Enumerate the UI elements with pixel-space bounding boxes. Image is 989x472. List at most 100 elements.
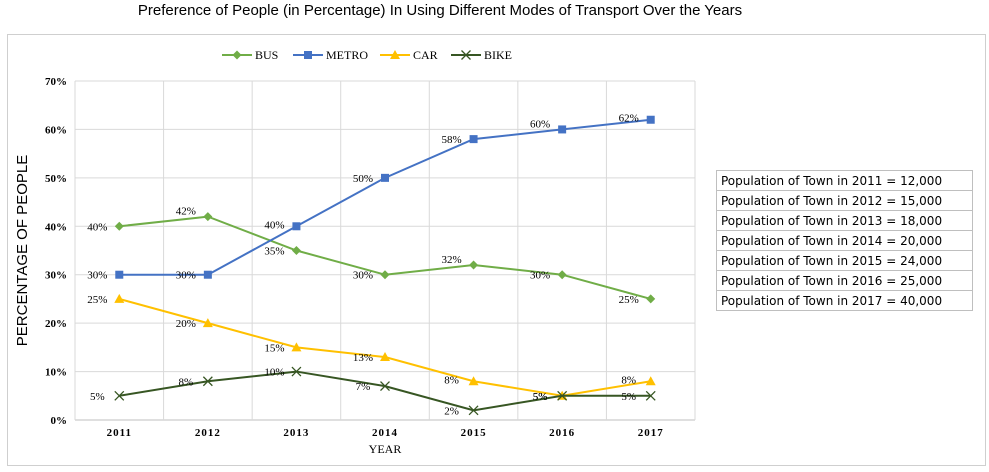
data-point-metro bbox=[558, 125, 567, 134]
series-line-bus bbox=[119, 215, 651, 300]
data-label-car: 13% bbox=[353, 352, 373, 364]
data-label-car: 25% bbox=[87, 294, 107, 306]
legend-marker bbox=[461, 50, 471, 60]
data-point-bus bbox=[557, 270, 567, 280]
data-label-bus: 30% bbox=[530, 270, 550, 282]
chart-title: Preference of People (in Percentage) In … bbox=[137, 2, 743, 19]
x-tick-label: 2013 bbox=[283, 427, 309, 439]
data-label-car: 15% bbox=[264, 342, 284, 354]
data-label-metro: 62% bbox=[619, 113, 639, 125]
data-point-car bbox=[380, 352, 390, 362]
table-row: Population of Town in 2012 = 15,000 bbox=[716, 190, 973, 211]
data-point-car bbox=[114, 293, 125, 303]
data-point-bike bbox=[380, 381, 390, 392]
data-point-bike bbox=[557, 390, 568, 401]
data-label-metro: 30% bbox=[176, 270, 196, 282]
data-point-car bbox=[645, 376, 656, 386]
y-tick-label: 40% bbox=[45, 221, 67, 233]
y-axis-title: PERCENTAGE OF PEOPLE bbox=[14, 155, 31, 346]
data-point-bus bbox=[203, 212, 213, 222]
y-tick-label: 60% bbox=[45, 124, 67, 136]
series-line-bike bbox=[119, 370, 651, 412]
data-point-metro bbox=[646, 115, 655, 124]
table-cell: Population of Town in 2014 = 20,000 bbox=[716, 230, 973, 251]
population-table: Population of Town in 2011 = 12,000 Popu… bbox=[716, 170, 973, 311]
x-tick-label: 2017 bbox=[638, 427, 664, 439]
legend-marker bbox=[390, 50, 400, 59]
data-label-bike: 5% bbox=[90, 391, 105, 403]
data-point-bike bbox=[468, 405, 479, 416]
data-label-bike: 5% bbox=[621, 391, 636, 403]
series-line-car bbox=[119, 297, 651, 397]
data-label-bike: 5% bbox=[533, 391, 548, 403]
series-line-metro bbox=[119, 118, 651, 276]
x-tick-label: 2016 bbox=[549, 427, 575, 439]
data-label-metro: 40% bbox=[264, 219, 284, 231]
data-point-metro bbox=[292, 222, 301, 231]
x-tick-label: 2011 bbox=[107, 427, 132, 439]
data-label-bus: 25% bbox=[619, 294, 639, 306]
table-cell: Population of Town in 2015 = 24,000 bbox=[716, 250, 973, 271]
data-point-car bbox=[468, 376, 479, 386]
data-label-car: 8% bbox=[444, 374, 459, 386]
table-row: Population of Town in 2013 = 18,000 bbox=[716, 210, 973, 231]
y-tick-label: 20% bbox=[45, 318, 67, 330]
y-tick-label: 10% bbox=[45, 367, 67, 379]
table-row: Population of Town in 2016 = 25,000 bbox=[716, 270, 973, 291]
data-label-bus: 35% bbox=[264, 246, 284, 258]
data-point-bus bbox=[380, 270, 390, 280]
data-point-bike bbox=[645, 390, 656, 401]
data-label-bus: 40% bbox=[87, 221, 107, 233]
x-tick-label: 2012 bbox=[195, 427, 221, 439]
chart-frame bbox=[7, 34, 986, 466]
data-point-bike bbox=[291, 366, 302, 377]
data-point-metro bbox=[115, 270, 124, 279]
data-point-car bbox=[202, 318, 213, 328]
data-label-metro: 60% bbox=[530, 118, 550, 130]
data-label-metro: 30% bbox=[87, 270, 107, 282]
table-row: Population of Town in 2011 = 12,000 bbox=[716, 170, 973, 191]
table-cell: Population of Town in 2017 = 40,000 bbox=[716, 290, 973, 311]
data-label-car: 20% bbox=[176, 318, 196, 330]
x-tick-label: 2014 bbox=[372, 427, 398, 439]
data-point-metro bbox=[469, 135, 478, 144]
data-point-car bbox=[291, 342, 302, 352]
data-point-metro bbox=[381, 173, 389, 182]
legend-label: METRO bbox=[326, 48, 368, 62]
data-point-metro bbox=[203, 270, 212, 279]
legend-label: BIKE bbox=[484, 48, 512, 62]
data-point-bus bbox=[114, 221, 124, 231]
x-tick-label: 2015 bbox=[461, 427, 487, 439]
y-tick-label: 70% bbox=[45, 76, 67, 88]
data-label-bus: 42% bbox=[176, 206, 196, 218]
data-label-car: 8% bbox=[621, 374, 636, 386]
data-point-bus bbox=[291, 246, 301, 255]
data-point-bus bbox=[469, 260, 479, 270]
data-point-bike bbox=[114, 390, 125, 401]
y-tick-label: 30% bbox=[45, 270, 67, 282]
table-row: Population of Town in 2014 = 20,000 bbox=[716, 230, 973, 251]
table-cell: Population of Town in 2011 = 12,000 bbox=[716, 170, 973, 191]
table-cell: Population of Town in 2013 = 18,000 bbox=[716, 210, 973, 231]
y-tick-label: 0% bbox=[51, 415, 68, 427]
table-row: Population of Town in 2015 = 24,000 bbox=[716, 250, 973, 271]
x-axis-title: YEAR bbox=[369, 442, 402, 456]
table-cell: Population of Town in 2016 = 25,000 bbox=[716, 270, 973, 291]
data-label-bus: 32% bbox=[441, 254, 461, 266]
data-label-bike: 2% bbox=[444, 405, 459, 417]
table-row: Population of Town in 2017 = 40,000 bbox=[716, 290, 973, 311]
legend-label: BUS bbox=[255, 48, 278, 62]
data-label-bike: 7% bbox=[356, 381, 371, 393]
data-label-metro: 50% bbox=[353, 173, 373, 185]
data-label-bus: 30% bbox=[353, 270, 373, 282]
legend-label: CAR bbox=[413, 48, 438, 62]
data-point-bike bbox=[202, 376, 213, 387]
legend-marker bbox=[232, 50, 242, 60]
data-label-metro: 58% bbox=[441, 134, 461, 146]
y-tick-label: 50% bbox=[45, 173, 67, 185]
legend-marker bbox=[304, 51, 312, 59]
table-cell: Population of Town in 2012 = 15,000 bbox=[716, 190, 973, 211]
data-label-bike: 8% bbox=[179, 376, 194, 388]
data-label-bike: 10% bbox=[264, 367, 284, 379]
